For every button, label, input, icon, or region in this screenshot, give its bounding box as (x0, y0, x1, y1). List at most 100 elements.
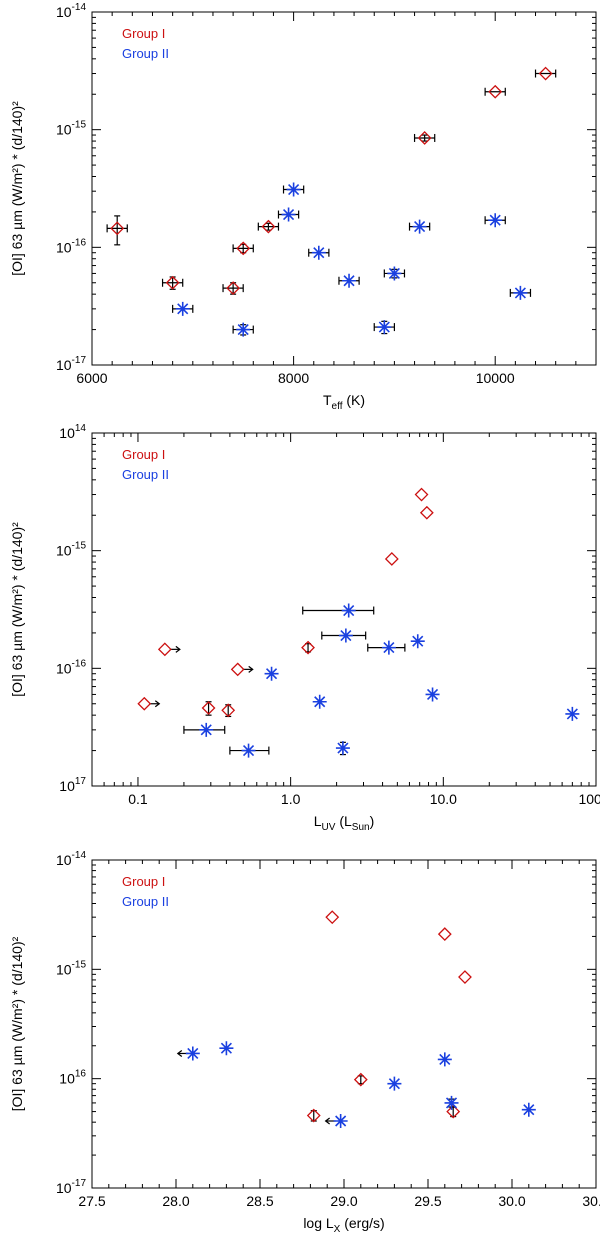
diamond-marker (226, 281, 241, 296)
group-i-point (458, 970, 472, 984)
group-i-point (414, 487, 429, 502)
asterisk-marker (488, 213, 503, 228)
asterisk-marker (377, 320, 392, 335)
y-tick-label: 10-15 (56, 541, 86, 559)
plot-frame (91, 11, 597, 366)
y-axis-title: [OI] 63 µm (W/m²) * (d/140)² (9, 936, 25, 1111)
group-ii-point (232, 322, 254, 337)
asterisk-marker (437, 1052, 452, 1067)
x-tick-label: 1.0 (281, 791, 301, 807)
group-ii-point (425, 687, 440, 702)
diamond-marker (458, 970, 472, 984)
x-tick-label: 27.5 (78, 1193, 105, 1209)
upper-limit-arrowhead (248, 665, 254, 673)
group-i-point (325, 910, 340, 925)
asterisk-marker (513, 285, 528, 300)
asterisk-marker (219, 1041, 234, 1056)
diamond-marker (137, 696, 152, 711)
x-tick-label: 0.1 (128, 791, 148, 807)
asterisk-marker (387, 1076, 402, 1091)
group-ii-point (264, 666, 279, 681)
group-i-point (106, 215, 128, 246)
group-ii-point (229, 743, 270, 758)
group-ii-point (321, 628, 367, 643)
group-i-point (257, 219, 280, 234)
x-tick-label: 8000 (278, 370, 309, 386)
diamond-marker (353, 1072, 368, 1087)
upper-limit-arrowhead (175, 645, 181, 653)
diamond-marker (437, 927, 452, 942)
asterisk-marker (286, 182, 301, 197)
asterisk-marker (185, 1046, 200, 1061)
upper-limit-arrowhead (324, 1117, 330, 1125)
y-tick-label: 10-16 (56, 237, 86, 255)
group-i-point (353, 1072, 368, 1087)
y-tick-label: 10-17 (56, 355, 86, 373)
asterisk-marker (425, 687, 440, 702)
diamond-marker (201, 701, 216, 715)
asterisk-marker (281, 207, 296, 222)
asterisk-marker (521, 1102, 536, 1117)
y-tick-label: 1016 (59, 1069, 86, 1087)
y-tick-label: 1017 (59, 776, 86, 794)
x-tick-label: 30.5 (582, 1193, 600, 1209)
group-i-point (230, 662, 254, 677)
group-ii-point (408, 219, 431, 234)
upper-limit-arrowhead (176, 1049, 183, 1057)
legend-group-ii: Group II (122, 467, 169, 482)
group-i-point (384, 552, 399, 566)
asterisk-marker (335, 741, 350, 756)
x-axis-title: LUV (LSun) (314, 813, 375, 833)
group-i-point (221, 703, 236, 718)
diamond-marker (110, 221, 125, 236)
x-tick-label: 29.0 (330, 1193, 357, 1209)
group-ii-point (312, 694, 327, 709)
legend-group-ii: Group II (122, 894, 169, 909)
asterisk-marker (236, 322, 251, 337)
y-tick-label: 10-16 (56, 658, 86, 676)
y-tick-label: 10-14 (56, 2, 86, 20)
x-tick-label: 6000 (76, 370, 107, 386)
group-ii-point (367, 640, 406, 655)
y-tick-label: 10-17 (56, 1178, 86, 1196)
y-tick-label: 10-15 (56, 120, 86, 138)
legend-group-i: Group I (122, 874, 165, 889)
y-tick-label: 10-14 (56, 850, 86, 868)
group-i-point (201, 701, 216, 716)
asterisk-marker (241, 743, 256, 758)
x-tick-label: 10.0 (430, 791, 457, 807)
asterisk-marker (410, 634, 425, 649)
group-ii-point (373, 320, 395, 335)
group-ii-point (176, 1046, 200, 1061)
diamond-marker (157, 642, 172, 657)
group-i-point (232, 241, 254, 256)
group-ii-point (437, 1052, 452, 1067)
x-tick-label: 30.0 (498, 1193, 525, 1209)
asterisk-marker (387, 266, 402, 281)
asterisk-marker (333, 1114, 348, 1128)
diamond-marker (414, 487, 429, 502)
x-tick-label: 29.5 (414, 1193, 441, 1209)
diamond-marker (417, 131, 432, 145)
panel-lx: 27.5 28.0 28.5 29.0 29.5 30.0 30.5 10-17 1016 10-… (9, 850, 600, 1235)
diamond-marker (261, 219, 276, 234)
diamond-marker (488, 84, 503, 99)
diamond-marker (306, 1108, 321, 1123)
y-tick-label: 10-15 (56, 959, 86, 977)
group-ii-point (444, 1095, 459, 1110)
panel-teff: 6000 8000 10000 10-17 10-16 10-15 10-14 [OI] 63… (9, 2, 597, 412)
legend-group-ii: Group II (122, 46, 169, 61)
group-ii-point (219, 1041, 234, 1056)
group-i-point (301, 640, 315, 655)
y-tick-label: 1014 (59, 423, 86, 441)
group-i-point (534, 66, 557, 81)
group-ii-point (410, 634, 425, 649)
group-ii-point (509, 285, 532, 300)
asterisk-marker (565, 706, 580, 721)
x-axis-title: Teff (K) (323, 392, 365, 412)
asterisk-marker (342, 273, 357, 288)
asterisk-marker (444, 1095, 459, 1110)
diamond-marker (165, 275, 180, 290)
x-tick-label: 28.5 (246, 1193, 273, 1209)
